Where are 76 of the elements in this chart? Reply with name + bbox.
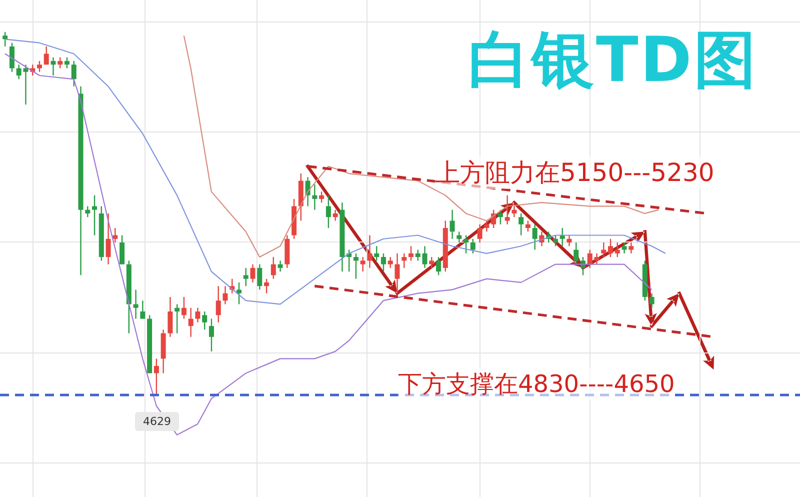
candlestick [133, 289, 138, 320]
candlestick [518, 212, 524, 236]
candlestick [120, 234, 125, 265]
candlestick [332, 209, 338, 222]
candlestick [360, 256, 366, 272]
candlestick [188, 307, 194, 338]
candlestick [92, 194, 98, 236]
candlestick [464, 234, 469, 254]
candlestick [484, 220, 490, 232]
candlestick [353, 252, 358, 280]
candlestick [250, 264, 256, 284]
chart-title: 白银TD图 [468, 22, 758, 98]
candlestick [58, 56, 63, 69]
candlestick [2, 31, 8, 48]
candlestick [477, 224, 482, 244]
candlestick [552, 234, 558, 247]
candlestick [512, 206, 517, 218]
candlestick [202, 310, 208, 330]
candlestick [422, 246, 428, 269]
candlestick [319, 191, 324, 204]
candlestick [367, 234, 372, 269]
candlestick [216, 285, 221, 323]
candlestick [587, 249, 592, 269]
candlestick [456, 231, 462, 244]
candlestick [50, 56, 56, 76]
text: 4629 [135, 412, 179, 431]
candlestick [628, 242, 634, 254]
candlestick [257, 264, 262, 290]
candlestick [525, 220, 530, 232]
candlestick [388, 256, 393, 269]
candlestick [71, 60, 76, 88]
candlestick [64, 56, 70, 69]
annotation: 下方支撑在4830----4650 [398, 368, 675, 400]
candlestick [195, 307, 200, 323]
candlestick [408, 246, 414, 262]
candlestick [498, 209, 503, 225]
candlestick [504, 194, 510, 225]
candlestick [380, 252, 386, 272]
candlestick [436, 256, 442, 276]
candlestick [312, 184, 318, 210]
candlestick [429, 256, 434, 269]
annotation: 上方阻力在5150---5230 [435, 156, 714, 189]
candlestick [566, 234, 572, 247]
candlestick [174, 304, 180, 334]
candlestick [614, 242, 620, 258]
candlestick [168, 296, 173, 338]
candlestick [264, 278, 270, 294]
candlestick [112, 227, 118, 244]
candlestick [326, 194, 331, 229]
candlestick [532, 224, 538, 250]
candlestick [622, 242, 627, 254]
candlestick [450, 209, 455, 240]
candlestick [222, 285, 228, 305]
candlestick [36, 60, 42, 72]
candlestick [608, 238, 614, 258]
candlestick [402, 252, 407, 269]
candlestick [649, 292, 654, 308]
candlestick [208, 318, 214, 352]
candlestick [154, 358, 159, 396]
candlestick [574, 242, 579, 265]
candlestick [415, 249, 420, 262]
candlestick [278, 260, 283, 272]
candlestick [270, 256, 276, 280]
candlestick [243, 267, 248, 287]
candlestick [106, 212, 111, 265]
candlestick [85, 206, 90, 218]
candlestick [394, 252, 400, 294]
candlestick [181, 296, 186, 320]
candlestick [9, 42, 14, 72]
candlestick [594, 252, 600, 265]
candlestick [140, 300, 146, 320]
candlestick [374, 246, 380, 262]
candlestick [601, 242, 606, 258]
candlestick [470, 238, 476, 254]
candlestick [236, 282, 242, 305]
candlestick [44, 46, 49, 66]
